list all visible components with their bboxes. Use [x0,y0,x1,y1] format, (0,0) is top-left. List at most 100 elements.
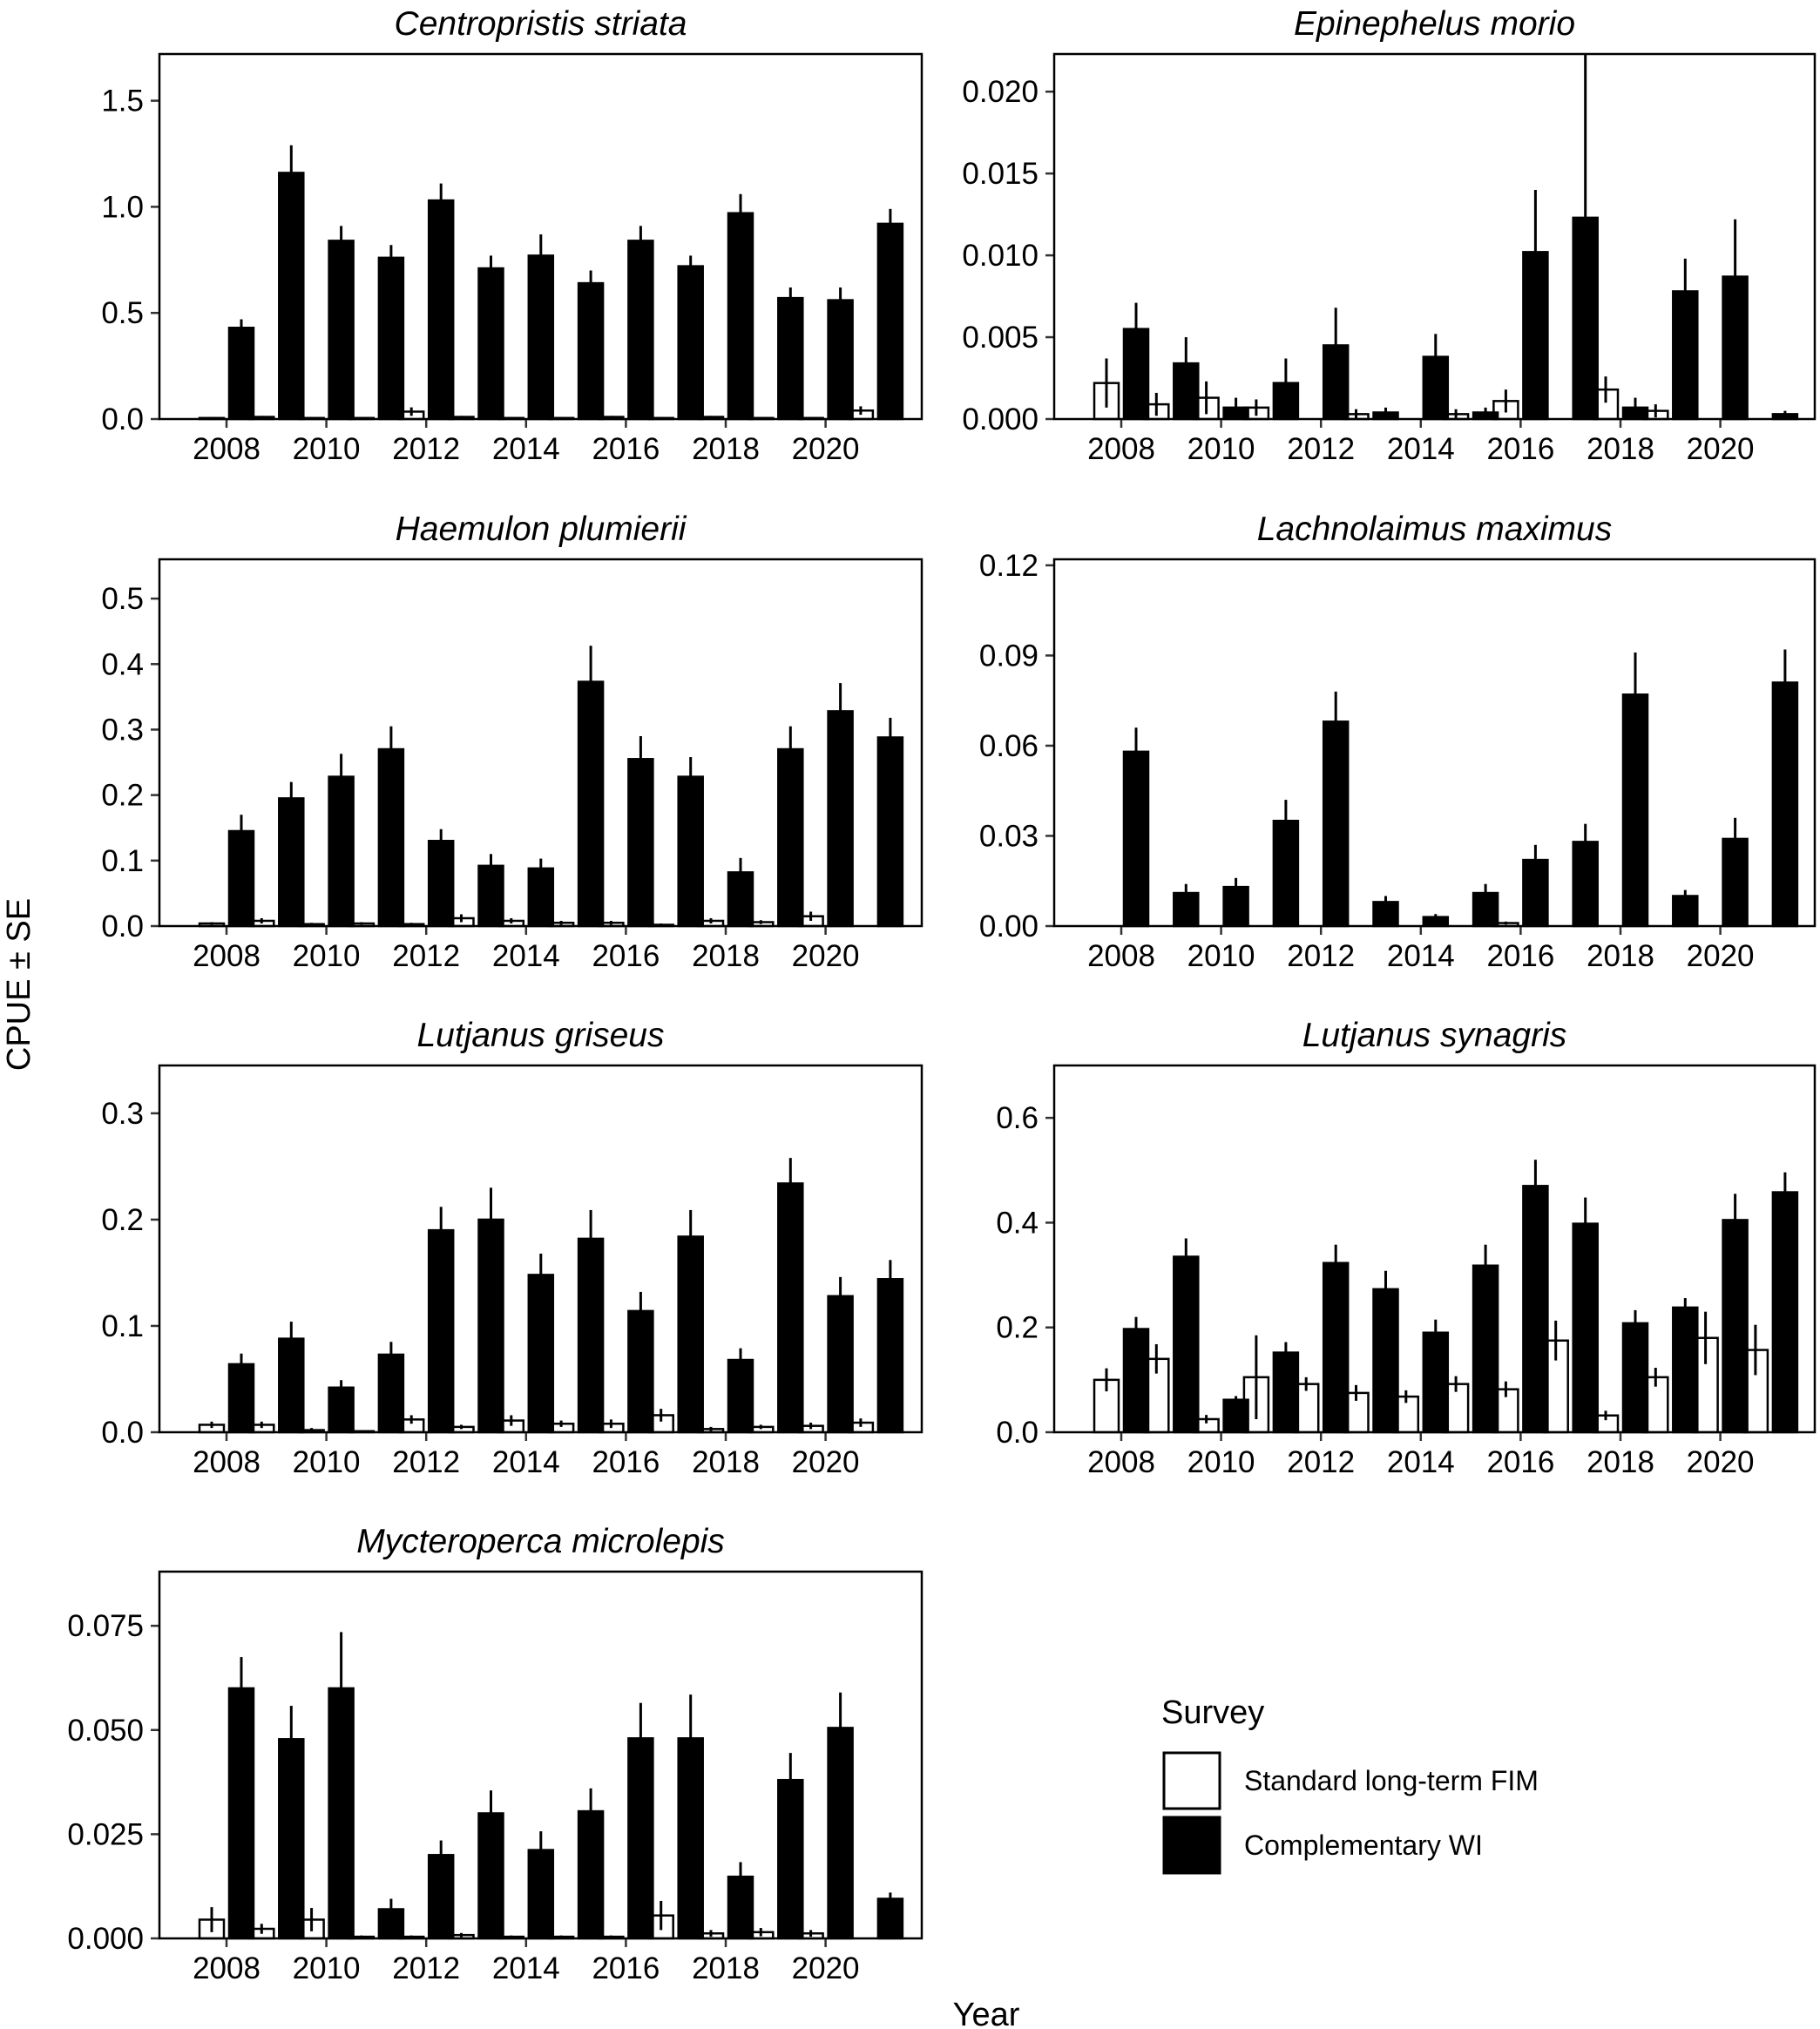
bar-complementary [677,1737,704,1940]
x-tick-label: 2012 [392,939,460,973]
x-tick-label: 2010 [1187,432,1255,466]
bar-complementary [1173,891,1200,928]
x-tick-label: 2018 [692,1445,760,1479]
x-tick-label: 2010 [1187,1445,1255,1479]
panel-title: Lutjanus synagris [1302,1017,1567,1054]
y-tick-label: 0.3 [101,1097,144,1131]
bar-complementary [727,871,754,928]
bar-complementary [727,212,754,421]
bar-complementary [427,199,455,421]
panel-title: Haemulon plumierii [396,511,687,548]
bar-complementary [1422,355,1450,421]
legend-title: Survey [1161,1694,1264,1731]
x-tick-label: 2018 [1587,939,1654,973]
bar-complementary [627,1737,654,1940]
bar-complementary [677,775,704,928]
bar-complementary [1222,885,1249,928]
bar-complementary [1672,290,1699,421]
y-tick-label: 0.4 [996,1206,1039,1240]
y-tick-label: 0.2 [996,1311,1039,1345]
legend: Survey Standard long-term FIM Complement… [1161,1694,1539,1875]
bar-complementary [1572,841,1599,928]
bar-complementary [527,867,555,928]
chart-panel-3: Lachnolaimus maximus 0.00 0.03 0.06 0.09 0.12… [979,511,1817,973]
y-tick-label: 0.0 [101,910,144,943]
bar-complementary [1422,1331,1450,1434]
bar-complementary [827,1295,854,1434]
bar-complementary [427,840,455,928]
x-tick-label: 2010 [293,432,361,466]
bar-complementary [1322,720,1350,928]
bar-complementary [477,1812,504,1940]
x-tick-label: 2012 [1287,1445,1355,1479]
y-tick-label: 1.0 [101,190,144,224]
bar-complementary [777,296,804,421]
bar-complementary [1621,693,1649,928]
bar-complementary [777,747,804,928]
x-tick-label: 2012 [392,1445,460,1479]
bar-complementary [827,1727,854,1940]
bar-complementary [1771,1191,1799,1434]
x-tick-label: 2014 [492,1445,560,1479]
y-tick-label: 0.0 [101,402,144,436]
x-tick-label: 2020 [1687,432,1755,466]
x-tick-label: 2016 [1486,939,1554,973]
panel-title: Epinephelus morio [1294,5,1575,43]
bar-complementary [627,758,654,928]
bar-complementary [777,1182,804,1434]
x-tick-label: 2008 [1087,1445,1155,1479]
bar-complementary [227,327,255,421]
bar-complementary [527,254,555,421]
y-tick-label: 0.03 [979,819,1039,853]
bar-complementary [1621,406,1649,421]
bar-complementary [677,265,704,421]
y-tick-label: 0.1 [101,844,144,878]
bar-complementary [328,1386,355,1434]
x-tick-label: 2008 [193,939,260,973]
panel-frame [1052,52,1817,421]
bar-complementary [577,680,605,928]
bar-complementary [477,1218,504,1434]
x-tick-label: 2018 [692,432,760,466]
bar-complementary [1372,1288,1399,1434]
x-tick-label: 2020 [1687,939,1755,973]
bar-complementary [278,797,305,928]
x-tick-label: 2014 [492,1951,560,1985]
bar-complementary [1472,891,1499,928]
x-tick-label: 2020 [792,432,860,466]
y-tick-label: 0.015 [962,157,1039,191]
bar-complementary [477,267,504,421]
x-tick-label: 2008 [193,1951,260,1985]
x-tick-label: 2012 [392,1951,460,1985]
bar-complementary [876,1897,904,1940]
bar-complementary [427,1854,455,1940]
x-tick-label: 2020 [1687,1445,1755,1479]
bar-complementary [1621,1322,1649,1434]
y-tick-label: 0.4 [101,647,144,681]
chart-panel-5: Lutjanus synagris 0.0 0.2 0.4 0.6 2008 2010 201… [996,1017,1817,1479]
x-tick-label: 2016 [592,1445,660,1479]
y-tick-label: 0.5 [101,582,144,616]
bar-complementary [1272,382,1300,421]
bar-complementary [227,1687,255,1940]
bar-complementary [1222,406,1249,421]
panel-frame [158,1064,924,1434]
bar-complementary [1122,750,1150,928]
y-tick-label: 0.0 [996,1416,1039,1450]
panel-title: Centropristis striata [395,5,687,43]
bar-complementary [1672,1306,1699,1434]
panel-frame [158,1570,924,1940]
bar-complementary [876,222,904,421]
y-tick-label: 0.09 [979,639,1039,673]
chart-panel-1: Epinephelus morio 0.000 0.005 0.010 0.015 0.0… [962,5,1817,466]
y-tick-label: 0.5 [101,296,144,330]
bar-complementary [278,1337,305,1434]
legend-swatch-complementary [1162,1816,1221,1875]
bar-complementary [328,240,355,421]
y-tick-label: 0.010 [962,239,1039,273]
bar-complementary [1422,916,1450,928]
bar-complementary [577,1237,605,1434]
y-tick-label: 0.00 [979,910,1039,943]
y-tick-label: 0.000 [962,402,1039,436]
x-tick-label: 2018 [1587,432,1654,466]
